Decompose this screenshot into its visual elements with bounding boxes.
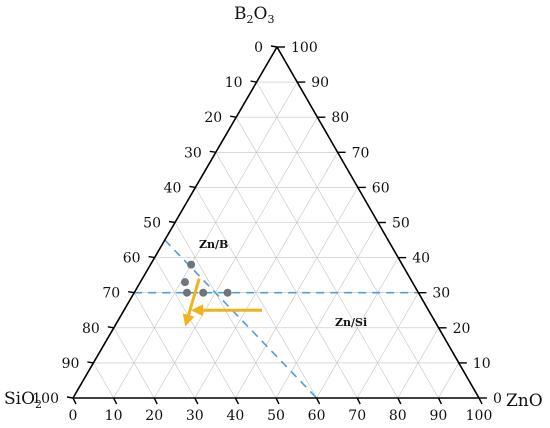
right-tick-label: 0: [493, 391, 502, 407]
left-tick-label: 90: [62, 356, 80, 372]
right-tick-label: 100: [291, 40, 318, 56]
right-tick-label: 50: [392, 216, 410, 232]
bottom-tick-mark: [356, 397, 361, 405]
grid-layer: [93, 81, 460, 399]
bottom-tick-mark: [234, 397, 240, 405]
bottom-tick-mark: [275, 397, 280, 405]
bottom-tick-mark: [397, 397, 402, 405]
data-point: [182, 288, 191, 297]
right-tick-label: 80: [331, 110, 349, 126]
bottom-tick-label: 80: [389, 408, 407, 424]
bottom-tick-mark: [112, 397, 118, 405]
left-tick-mark: [168, 220, 176, 224]
left-tick-label: 70: [102, 286, 120, 302]
right-tick-label: 40: [412, 251, 430, 267]
right-tick-label: 10: [473, 356, 491, 372]
left-tick-label: 80: [82, 321, 100, 337]
bottom-tick-mark: [437, 397, 443, 405]
bottom-tick-label: 70: [348, 408, 366, 424]
data-point: [180, 278, 189, 287]
bottom-tick-label: 100: [466, 408, 493, 424]
left-tick-mark: [87, 361, 94, 364]
grid-line-zno: [316, 257, 399, 399]
grid-line-zno: [194, 152, 338, 399]
left-tick-label: 0: [254, 40, 263, 56]
bottom-tick-label: 40: [226, 408, 244, 424]
annotation-zn-b: Zn/B: [199, 238, 228, 251]
right-tick-label: 30: [432, 286, 450, 302]
grid-line-zno: [113, 81, 298, 399]
left-tick-label: 40: [164, 180, 182, 196]
grid-line-zno: [438, 362, 460, 399]
bottom-tick-mark: [153, 397, 158, 405]
right-vertex-label: ZnO: [506, 391, 543, 411]
left-tick-mark: [230, 115, 237, 118]
right-tick-label: 20: [453, 321, 471, 337]
bottom-tick-mark: [478, 397, 483, 405]
bottom-tick-mark: [194, 397, 199, 405]
left-tick-label: 30: [184, 145, 202, 161]
bottom-tick-label: 20: [145, 408, 163, 424]
left-tick-mark: [128, 291, 135, 294]
reference-lines: [134, 239, 419, 399]
grid-line-zno: [356, 292, 419, 399]
reference-line-0: [164, 239, 318, 399]
data-point: [187, 260, 196, 269]
data-points: [180, 260, 232, 297]
bottom-tick-label: 60: [308, 408, 326, 424]
tick-marks: [66, 45, 487, 405]
grid-line-zno: [275, 222, 379, 399]
data-point: [199, 288, 208, 297]
grid-line-sio2: [215, 152, 358, 399]
grid-line-sio2: [154, 257, 236, 399]
left-tick-label: 100: [32, 391, 59, 407]
bottom-tick-label: 0: [69, 408, 78, 424]
bottom-tick-label: 30: [186, 408, 204, 424]
left-tick-label: 20: [204, 110, 222, 126]
left-tick-mark: [148, 255, 155, 259]
annotation-zn-si: Zn/Si: [335, 316, 367, 329]
bottom-tick-mark: [72, 397, 77, 405]
left-tick-label: 10: [225, 75, 243, 91]
right-tick-label: 60: [372, 180, 390, 196]
bottom-tick-label: 90: [429, 408, 447, 424]
right-tick-label: 90: [311, 75, 329, 91]
left-tick-mark: [189, 185, 196, 189]
grid-line-sio2: [256, 81, 439, 399]
left-tick-mark: [270, 45, 278, 48]
left-vertex-label: SiO2: [4, 389, 42, 411]
top-vertex-label: B2O3: [234, 4, 274, 26]
grid-line-sio2: [93, 362, 114, 399]
grid-line-zno: [397, 327, 439, 399]
grid-line-sio2: [133, 292, 196, 399]
bottom-tick-mark: [315, 397, 321, 405]
annotation-arrows: [182, 278, 263, 327]
left-tick-label: 60: [123, 251, 141, 267]
annotation-arrow-0: [182, 278, 201, 327]
left-tick-mark: [66, 396, 74, 399]
data-point: [223, 288, 232, 297]
grid-line-sio2: [113, 327, 155, 399]
right-tick-label: 70: [352, 145, 370, 161]
left-tick-mark: [107, 326, 114, 329]
left-tick-mark: [209, 150, 216, 153]
bottom-tick-label: 50: [267, 408, 285, 424]
bottom-tick-label: 10: [105, 408, 123, 424]
left-tick-mark: [250, 80, 257, 83]
left-tick-label: 50: [143, 216, 161, 232]
